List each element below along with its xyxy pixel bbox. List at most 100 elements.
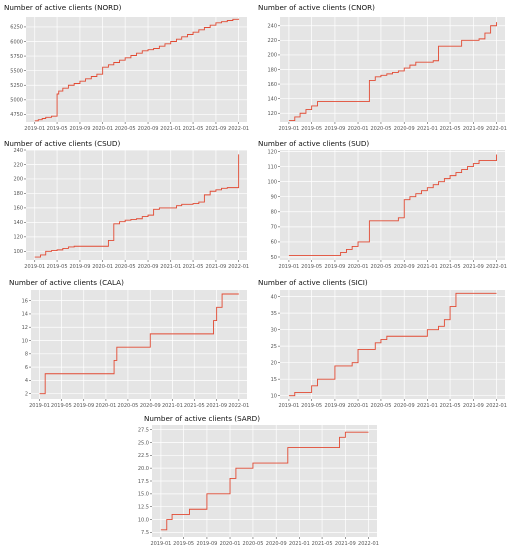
- x-tick-label: 2022-01: [228, 403, 249, 409]
- y-tick-label: 12.5: [138, 504, 149, 510]
- y-tick-label: 5500: [10, 68, 23, 74]
- chart-sud: 50 60 70 80 90 100 110 120 2019-01 2019-05 2019-09…: [267, 149, 507, 270]
- panel-csud: Number of active clients (CSUD) 100 120 14…: [4, 139, 250, 271]
- x-tick-label: 2020-01: [92, 264, 113, 270]
- y-tick-label: 35: [271, 311, 277, 317]
- y-tick-label: 160: [13, 206, 23, 212]
- y-tick-label: 15.0: [138, 492, 149, 498]
- panel-sard: Number of active clients (SARD) 7.5 10.0 1…: [130, 414, 380, 548]
- y-tick-label: 4: [25, 378, 28, 384]
- y-tick-label: 15: [271, 377, 277, 383]
- chart-title: Number of active clients (SARD): [144, 414, 261, 423]
- x-tick-label: 2019-05: [47, 126, 68, 132]
- y-tick-label: 30: [271, 327, 277, 333]
- x-tick-label: 2020-09: [394, 403, 415, 409]
- x-tick-label: 2020-09: [138, 126, 159, 132]
- chart-title: Number of active clients (CNOR): [258, 3, 375, 12]
- x-tick-label: 2019-01: [278, 126, 299, 132]
- x-tick-label: 2019-05: [47, 264, 68, 270]
- x-tick-label: 2022-01: [358, 541, 379, 547]
- x-tick-label: 2020-01: [92, 126, 113, 132]
- y-tick-label: 10: [271, 393, 277, 399]
- y-tick-label: 60: [271, 240, 277, 246]
- x-tick-label: 2019-05: [301, 403, 322, 409]
- x-tick-label: 2022-01: [486, 126, 507, 132]
- chart-cala: 2 4 6 8 10 12 14 16 2019-01 2019-05 2019-09 2020-01…: [22, 290, 249, 409]
- x-tick-label: 2022-01: [486, 403, 507, 409]
- y-tick-label: 20.0: [138, 466, 149, 472]
- x-tick-label: 2019-09: [324, 126, 345, 132]
- series-line: [288, 154, 497, 256]
- x-tick-label: 2020-01: [348, 403, 369, 409]
- x-tick-label: 2020-09: [140, 403, 161, 409]
- y-tick-label: 40: [271, 294, 277, 300]
- chart-sard: 7.5 10.0 12.5 15.0 17.5 20.0 22.5 25.0 27.5 2019-…: [138, 425, 379, 547]
- x-tick-label: 2019-05: [301, 126, 322, 132]
- y-tick-label: 10: [22, 338, 28, 344]
- chart-title: Number of active clients (CSUD): [4, 139, 121, 148]
- series-line: [288, 292, 497, 397]
- x-tick-label: 2021-05: [440, 126, 461, 132]
- y-tick-label: 220: [13, 162, 23, 168]
- y-tick-label: 120: [13, 235, 23, 241]
- x-tick-label: 2019-09: [196, 541, 217, 547]
- panel-cnor: Number of active clients (CNOR) 120 140 16…: [258, 3, 508, 133]
- chart-title: Number of active clients (SICI): [258, 278, 368, 287]
- x-tick-label: 2019-09: [69, 264, 90, 270]
- x-tick-label: 2021-05: [184, 403, 205, 409]
- y-tick-label: 10.0: [138, 517, 149, 523]
- y-tick-label: 100: [267, 179, 277, 185]
- y-tick-label: 5000: [10, 98, 23, 104]
- x-tick-label: 2022-01: [228, 264, 249, 270]
- x-tick-label: 2019-09: [324, 264, 345, 270]
- x-tick-label: 2020-05: [370, 403, 391, 409]
- x-tick-label: 2020-05: [117, 403, 138, 409]
- y-tick-label: 240: [13, 148, 23, 154]
- x-tick-label: 2020-09: [138, 264, 159, 270]
- x-tick-label: 2020-09: [266, 541, 287, 547]
- y-tick-label: 2: [25, 391, 28, 397]
- y-tick-label: 200: [267, 53, 277, 59]
- panel-sici: Number of active clients (SICI) 10 15 20 25…: [258, 278, 508, 410]
- y-tick-label: 160: [267, 82, 277, 88]
- y-tick-label: 8: [25, 352, 28, 358]
- y-tick-label: 180: [13, 191, 23, 197]
- x-tick-label: 2019-01: [24, 264, 45, 270]
- y-tick-label: 25: [271, 344, 277, 350]
- x-tick-label: 2022-01: [228, 126, 249, 132]
- x-tick-label: 2021-01: [289, 541, 310, 547]
- x-tick-label: 2019-01: [29, 403, 50, 409]
- series-line: [34, 154, 240, 258]
- y-tick-label: 200: [13, 177, 23, 183]
- y-tick-label: 120: [267, 111, 277, 117]
- plot-area: [26, 150, 247, 260]
- x-tick-label: 2021-01: [160, 126, 181, 132]
- y-tick-label: 4750: [10, 112, 23, 118]
- x-tick-label: 2021-09: [205, 126, 226, 132]
- y-tick-label: 27.5: [138, 427, 149, 433]
- plot-area: [26, 17, 247, 122]
- x-tick-label: 2021-01: [417, 264, 438, 270]
- y-tick-label: 25.0: [138, 440, 149, 446]
- x-tick-label: 2021-09: [463, 264, 484, 270]
- x-tick-label: 2022-01: [486, 264, 507, 270]
- x-tick-label: 2019-05: [173, 541, 194, 547]
- x-tick-label: 2021-05: [312, 541, 333, 547]
- y-tick-label: 12: [22, 325, 28, 331]
- plot-area: [31, 290, 247, 399]
- y-tick-label: 20: [271, 360, 277, 366]
- x-tick-label: 2019-01: [278, 264, 299, 270]
- x-tick-label: 2019-09: [69, 126, 90, 132]
- panel-sud: Number of active clients (SUD) 50 60 70 80 9…: [258, 139, 508, 271]
- y-tick-label: 50: [271, 255, 277, 261]
- y-tick-label: 110: [267, 164, 277, 170]
- y-tick-label: 7.5: [141, 530, 149, 536]
- y-tick-label: 100: [13, 249, 23, 255]
- x-tick-label: 2019-09: [73, 403, 94, 409]
- x-tick-label: 2019-01: [278, 403, 299, 409]
- y-tick-label: 240: [267, 24, 277, 30]
- x-tick-label: 2021-05: [440, 264, 461, 270]
- y-tick-label: 6000: [10, 39, 23, 45]
